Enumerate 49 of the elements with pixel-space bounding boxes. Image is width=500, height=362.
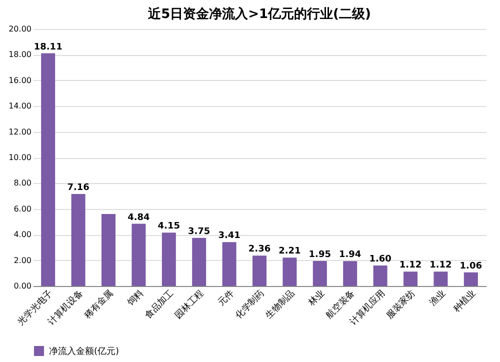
x-tick-label: 服装家纺 [384, 288, 418, 322]
data-label: 18.11 [34, 42, 62, 52]
x-tick-label: 饲料 [124, 288, 146, 310]
y-tick-label: 6.00 [14, 204, 32, 214]
x-tick-label: 种植业 [451, 288, 478, 315]
bar [404, 272, 418, 286]
bar [282, 258, 297, 286]
y-tick-label: 4.00 [14, 230, 32, 240]
y-tick-label: 16.00 [8, 76, 32, 85]
bar [162, 232, 176, 286]
y-tick-label: 18.00 [8, 50, 32, 60]
bar [222, 242, 236, 286]
y-tick-label: 8.00 [14, 178, 32, 188]
bar [132, 224, 146, 286]
bar [464, 272, 478, 286]
bar [343, 261, 358, 286]
y-tick-label: 14.00 [8, 102, 32, 111]
data-label: 4.84 [128, 212, 150, 223]
y-tick-label: 10.00 [8, 153, 32, 162]
bar [434, 272, 448, 286]
chart-title: 近5日资金净流入>1亿元的行业(二级) [147, 6, 371, 22]
x-tick-label: 林业 [306, 288, 327, 310]
data-label: 1.60 [369, 254, 392, 264]
data-label: 4.15 [158, 222, 180, 232]
x-tick-label: 稀有金属 [82, 288, 116, 322]
bar [102, 214, 116, 286]
data-label: 1.06 [460, 261, 482, 272]
data-label: 3.41 [218, 231, 240, 242]
bar [373, 265, 388, 286]
bar [192, 238, 206, 286]
y-tick-label: 12.00 [8, 127, 32, 136]
y-tick-label: 2.00 [14, 256, 32, 265]
data-label: 2.21 [278, 246, 301, 257]
y-tick-label: 20.00 [8, 24, 32, 34]
bar [41, 53, 56, 286]
data-label: 1.12 [430, 260, 452, 271]
x-tick-label: 渔业 [427, 288, 448, 308]
data-label: 1.12 [399, 260, 422, 271]
bar [252, 256, 266, 286]
bar [312, 260, 327, 286]
x-tick-label: 园林工程 [172, 288, 206, 322]
y-tick-label: 0.00 [14, 282, 32, 290]
legend-label: 净流入金额(亿元) [49, 346, 120, 357]
bar [71, 194, 86, 286]
data-label: 2.36 [248, 244, 271, 255]
data-label: 1.95 [308, 250, 332, 260]
data-label: 3.75 [188, 226, 210, 237]
data-label: 1.94 [338, 250, 362, 260]
data-label: 7.16 [67, 182, 90, 193]
